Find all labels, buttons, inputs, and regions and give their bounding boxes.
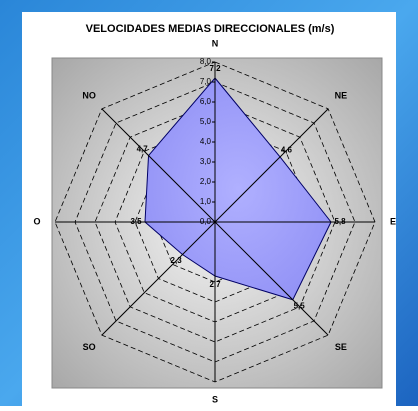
r-tick-label: 5,0 (200, 117, 212, 126)
category-label: SE (335, 342, 347, 352)
category-label: N (212, 38, 219, 48)
r-tick-label: 0,0 (200, 217, 212, 226)
category-label: O (33, 216, 40, 226)
category-label: SO (83, 342, 96, 352)
r-tick-label: 8,0 (200, 57, 212, 66)
data-label: 5,5 (294, 301, 306, 310)
r-tick-label: 3,0 (200, 157, 212, 166)
axis-line (214, 221, 329, 336)
axis-line (101, 221, 216, 336)
r-tick-label: 6,0 (200, 97, 212, 106)
category-label: NO (82, 91, 96, 101)
category-label: E (390, 216, 396, 226)
chart-title: VELOCIDADES MEDIAS DIRECCIONALES (m/s) (86, 23, 335, 35)
data-label: 4,7 (137, 144, 149, 153)
category-label: S (212, 394, 218, 404)
grid-ring (94, 101, 336, 343)
data-label: 7,2 (209, 64, 221, 73)
axis-line (101, 108, 216, 223)
data-label: 3,5 (130, 217, 142, 226)
category-label: NE (335, 91, 348, 101)
r-tick-label: 2,0 (200, 177, 212, 186)
data-label: 5,8 (334, 217, 346, 226)
data-label: 2,7 (209, 280, 221, 289)
data-label: 4,6 (281, 146, 293, 155)
r-tick-label: 7,0 (200, 77, 212, 86)
axis-line (214, 108, 329, 223)
data-label: 2,3 (171, 256, 183, 265)
r-tick-label: 4,0 (200, 137, 212, 146)
r-tick-label: 1,0 (200, 197, 212, 206)
